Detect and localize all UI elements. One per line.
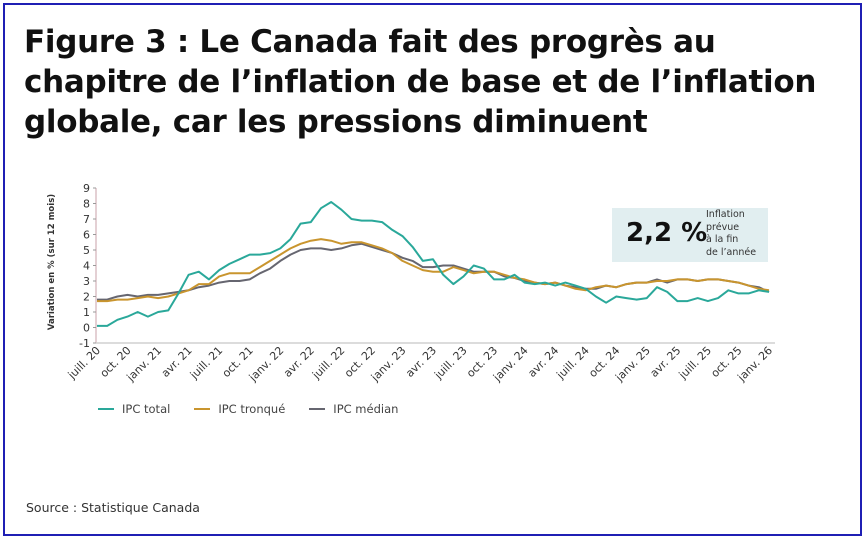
y-axis: -1 0 1 2 3 4 5 6 7 8 9 <box>79 182 97 350</box>
y-tick-label: 3 <box>83 275 90 288</box>
forecast-callout: 2,2 % Inflation prévue à la fin de l’ann… <box>612 208 768 262</box>
y-tick-label: 1 <box>83 306 90 319</box>
y-tick-label: 7 <box>83 213 90 226</box>
x-tick-label: juill. 23 <box>431 344 469 382</box>
legend-swatch-ipc-median <box>309 408 326 410</box>
y-tick-label: 4 <box>83 260 90 273</box>
x-tick-label: juill. 21 <box>187 344 225 382</box>
forecast-value: 2,2 % <box>626 218 708 248</box>
legend-label: IPC médian <box>333 402 399 416</box>
y-tick-label: 5 <box>83 244 90 257</box>
legend-item-ipc-median: IPC médian <box>309 402 398 416</box>
y-tick-label: 9 <box>83 182 90 195</box>
forecast-text-line: prévue <box>706 221 740 233</box>
x-tick-label: juill. 22 <box>309 344 347 382</box>
legend-label: IPC tronqué <box>218 402 286 416</box>
x-tick-label: juill. 25 <box>676 344 714 382</box>
forecast-text-line: de l’année <box>706 246 757 258</box>
series-line-ipc-tronqu- <box>97 238 770 303</box>
legend-label: IPC total <box>122 402 171 416</box>
legend-swatch-ipc-tronque <box>194 408 211 410</box>
y-axis-label: Variation en % (sur 12 mois) <box>47 194 57 330</box>
chart-legend: IPC total IPC tronqué IPC médian <box>98 402 398 416</box>
figure-frame <box>3 3 862 536</box>
forecast-text-line: Inflation <box>706 209 745 220</box>
legend-item-ipc-total: IPC total <box>98 402 170 416</box>
y-tick-label: 2 <box>83 291 90 304</box>
source-note: Source : Statistique Canada <box>26 500 200 515</box>
y-tick-label: 8 <box>83 198 90 211</box>
series-lines <box>97 201 770 327</box>
forecast-text-line: à la fin <box>706 234 739 245</box>
y-tick-label: 6 <box>83 229 90 242</box>
legend-item-ipc-tronque: IPC tronqué <box>194 402 285 416</box>
forecast-description: Inflation prévue à la fin de l’année <box>706 209 772 259</box>
x-tick-label: juill. 24 <box>554 344 592 382</box>
y-tick-label: -1 <box>79 337 90 350</box>
series-line-ipc-m-dian <box>97 242 770 301</box>
series-line-ipc-total <box>97 201 770 327</box>
figure-title: Figure 3 : Le Canada fait des progrès au… <box>24 24 817 140</box>
legend-swatch-ipc-total <box>98 408 114 410</box>
y-tick-label: 0 <box>83 322 90 335</box>
